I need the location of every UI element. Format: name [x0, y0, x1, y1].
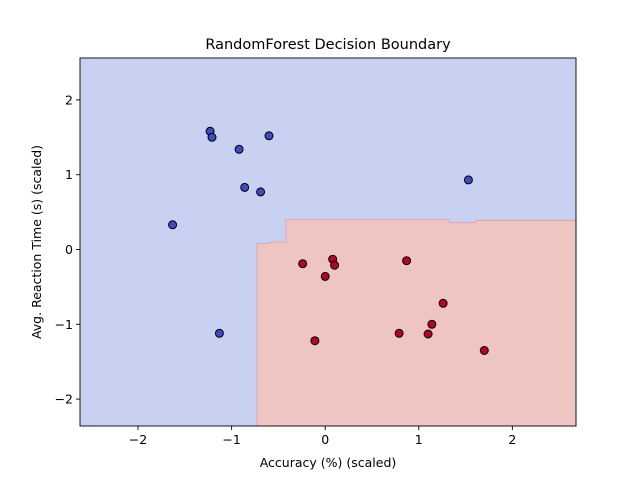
- data-point-class-1-4: [402, 256, 412, 266]
- x-tick-label: 2: [508, 432, 516, 447]
- data-point-class-0-3: [234, 144, 244, 154]
- data-point-class-1-7: [394, 328, 404, 338]
- data-point-class-0-4: [240, 182, 250, 192]
- y-tick-label: −1: [55, 317, 73, 332]
- data-point-class-1-2: [330, 260, 340, 270]
- data-point-class-1-8: [423, 329, 433, 339]
- x-axis-label: Accuracy (%) (scaled): [260, 455, 397, 470]
- x-tick-label: −1: [222, 432, 240, 447]
- data-point-class-0-7: [214, 328, 224, 338]
- data-point-class-1-6: [427, 319, 437, 329]
- x-tick-label: 1: [415, 432, 423, 447]
- plot-frame: [79, 57, 577, 427]
- y-tick-label: 1: [65, 167, 73, 182]
- data-point-class-1-0: [298, 259, 308, 269]
- plot-area: [79, 57, 577, 427]
- points-layer: [168, 126, 489, 355]
- y-axis-label: Avg. Reaction Time (s) (scaled): [29, 145, 44, 339]
- x-tick-label: 0: [321, 432, 329, 447]
- data-point-class-1-10: [479, 346, 489, 355]
- data-point-class-0-1: [207, 132, 217, 142]
- y-tick-label: 0: [65, 242, 73, 257]
- x-axis: −2 −1 0 1 2: [129, 426, 516, 447]
- data-point-class-0-8: [463, 175, 473, 185]
- data-point-class-0-6: [168, 220, 178, 230]
- data-point-class-1-3: [320, 271, 330, 281]
- class-1-region: [256, 219, 577, 427]
- data-point-class-1-5: [438, 298, 448, 308]
- y-axis: −2 −1 0 1 2: [55, 92, 80, 407]
- chart-title: RandomForest Decision Boundary: [205, 37, 451, 53]
- x-tick-label: −2: [129, 432, 147, 447]
- y-tick-label: 2: [65, 92, 73, 107]
- data-point-class-0-5: [256, 187, 266, 197]
- data-point-class-0-2: [264, 131, 274, 141]
- data-point-class-1-9: [310, 336, 320, 346]
- y-tick-label: −2: [55, 392, 73, 407]
